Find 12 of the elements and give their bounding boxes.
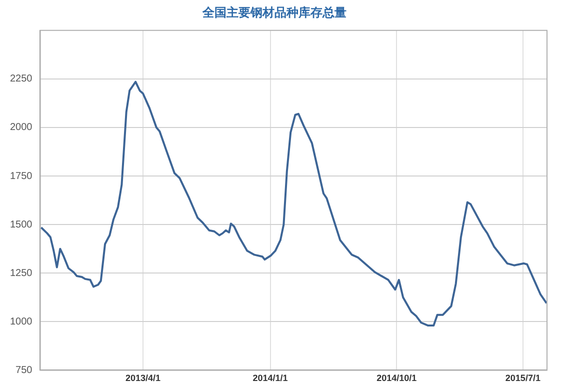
y-tick-label: 1500 xyxy=(10,219,33,230)
y-tick-label: 1750 xyxy=(10,170,33,182)
x-tick-label: 2014/1/1 xyxy=(252,373,288,384)
y-tick-label: 2250 xyxy=(10,74,33,85)
x-tick-label: 2015/7/1 xyxy=(505,373,540,384)
x-tick-label: 2014/10/1 xyxy=(376,373,417,384)
x-tick-label: 2013/4/1 xyxy=(125,373,161,384)
y-tick-label: 1250 xyxy=(10,268,33,279)
chart-title: 全国主要钢材品种库存总量 xyxy=(202,5,346,20)
y-tick-label: 1000 xyxy=(10,316,33,328)
y-tick-label: 2000 xyxy=(10,122,33,134)
y-tick-label: 750 xyxy=(16,364,33,376)
